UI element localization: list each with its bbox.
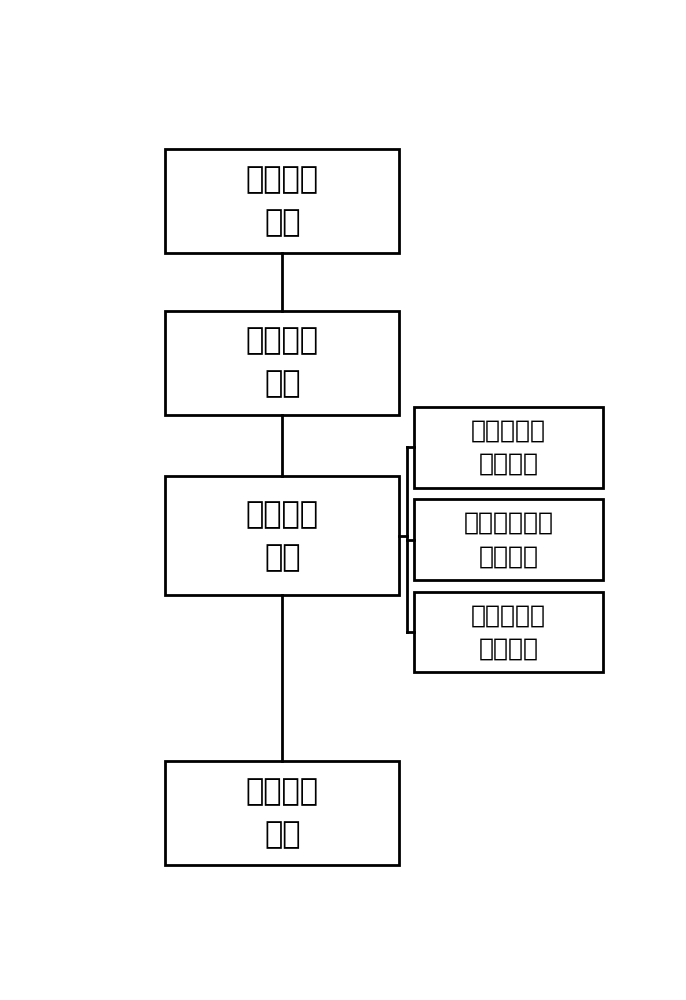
Text: 影像接收
模块: 影像接收 模块	[246, 327, 319, 398]
Text: 巨噬细胞信息
获取模块: 巨噬细胞信息 获取模块	[464, 511, 554, 568]
Bar	[414, 499, 603, 580]
Bar	[165, 149, 399, 253]
Bar	[165, 476, 399, 595]
Bar	[165, 761, 399, 865]
Text: 结果显示
模块: 结果显示 模块	[246, 777, 319, 849]
Bar	[414, 407, 603, 488]
Text: 图像处理
模块: 图像处理 模块	[246, 500, 319, 572]
Text: 脂质核信息
获取模块: 脂质核信息 获取模块	[471, 603, 546, 661]
Text: 影像采集
模块: 影像采集 模块	[246, 165, 319, 237]
Bar	[414, 592, 603, 672]
Bar	[165, 311, 399, 415]
Text: 纤维帽信息
获取模块: 纤维帽信息 获取模块	[471, 419, 546, 476]
